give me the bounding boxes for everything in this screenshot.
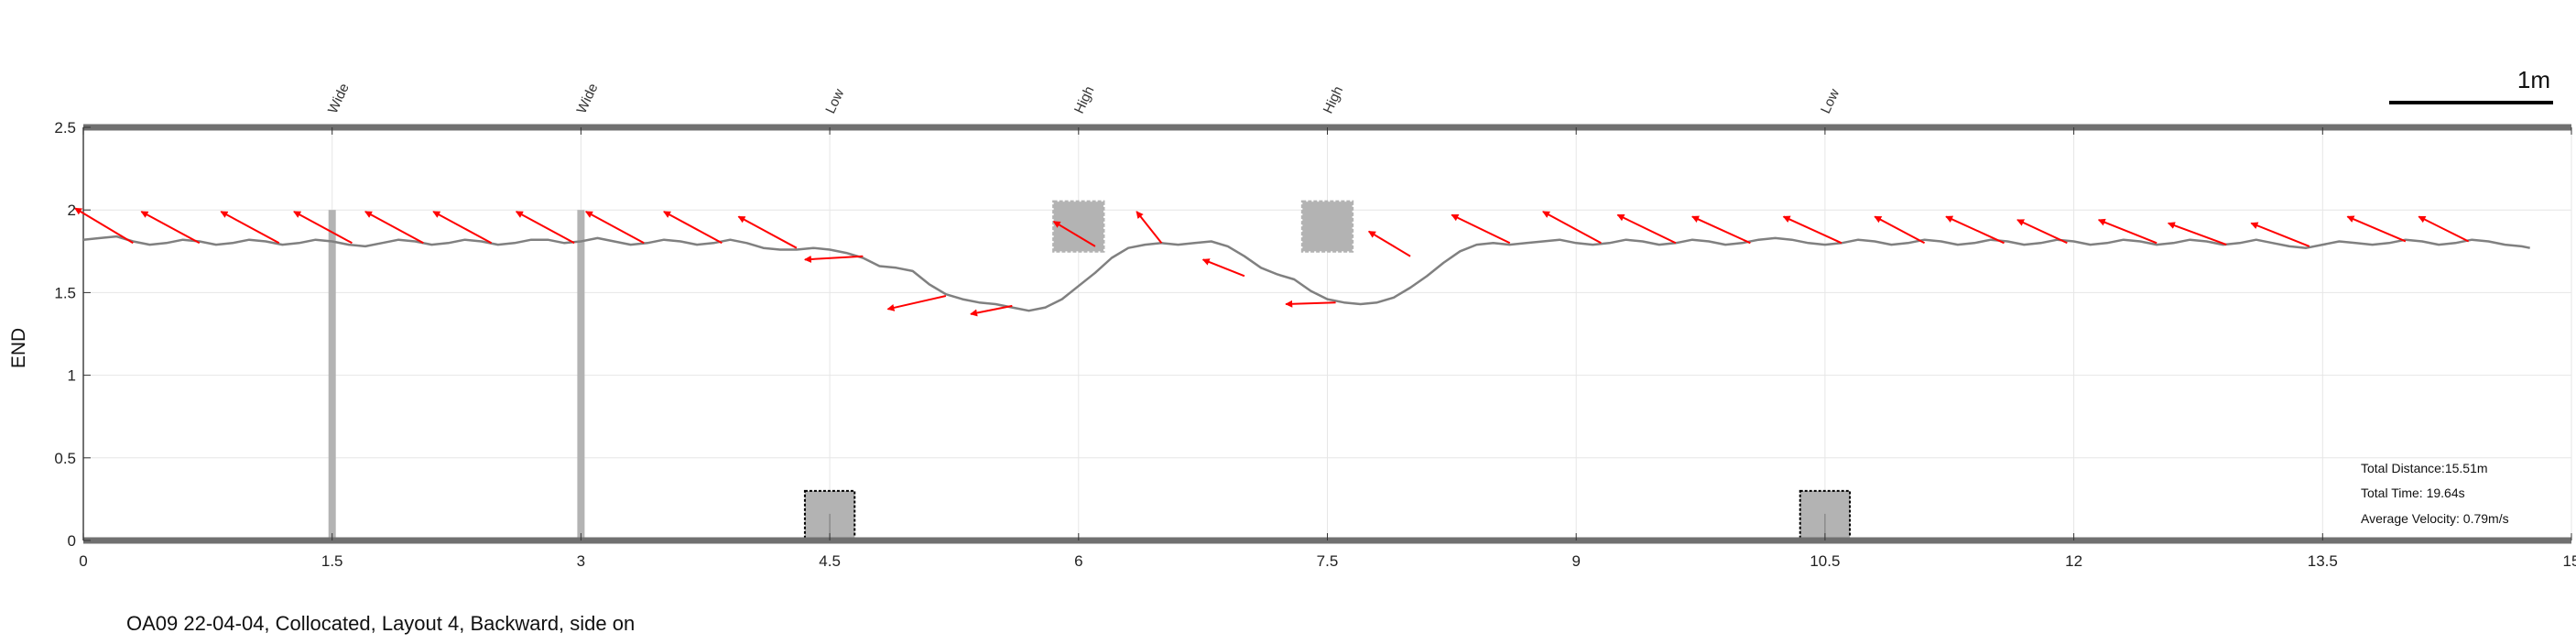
obstacle-label-1: Wide xyxy=(574,82,602,116)
direction-arrow-5 xyxy=(432,211,493,245)
direction-arrow-1 xyxy=(140,211,201,245)
direction-arrows xyxy=(74,207,2470,317)
scale-bar: 1m xyxy=(2389,66,2553,104)
direction-arrow-23 xyxy=(1874,215,1926,245)
trajectory-line xyxy=(82,235,2530,312)
obstacle-label-2: Low xyxy=(822,86,847,115)
total-distance: Total Distance:15.51m xyxy=(2361,461,2488,475)
direction-arrow-24 xyxy=(1945,215,2005,245)
obstacles xyxy=(328,200,1852,542)
scale-bar-label: 1m xyxy=(2517,66,2550,93)
direction-arrow-17 xyxy=(1367,230,1411,257)
direction-arrow-13 xyxy=(1052,220,1096,247)
x-tick-label-2: 3 xyxy=(577,552,585,570)
x-tick-label-3: 4.5 xyxy=(819,552,841,570)
direction-arrow-28 xyxy=(2250,222,2310,247)
average-velocity: Average Velocity: 0.79m/s xyxy=(2361,511,2509,526)
obstacle-high-4 xyxy=(1300,200,1354,253)
stats-box: Total Distance:15.51m Total Time: 19.64s… xyxy=(2361,461,2509,526)
axis-ticks: 0 1.5 3 4.5 6 7.5 9 10.5 12 13.5 15 0 0.5 1 1.5 2 2.5 xyxy=(54,119,2576,570)
direction-arrow-27 xyxy=(2167,222,2227,246)
y-tick-label-3: 1.5 xyxy=(54,284,76,301)
direction-arrow-9 xyxy=(737,215,798,249)
obstacle-label-5: Low xyxy=(1818,86,1842,115)
obstacle-label-0: Wide xyxy=(325,82,353,116)
grid xyxy=(82,126,2572,541)
y-tick-label-2: 1 xyxy=(68,367,76,385)
obstacle-label-4: High xyxy=(1321,84,1346,116)
direction-arrow-21 xyxy=(1691,215,1751,245)
direction-arrow-3 xyxy=(293,211,353,245)
direction-arrow-6 xyxy=(515,211,575,245)
total-time: Total Time: 19.64s xyxy=(2361,486,2465,500)
direction-arrow-8 xyxy=(663,211,723,245)
direction-arrow-30 xyxy=(2418,215,2470,243)
direction-arrow-10 xyxy=(803,255,864,263)
direction-arrow-12 xyxy=(970,304,1013,317)
x-tick-label-1: 1.5 xyxy=(321,552,343,570)
direction-arrow-7 xyxy=(584,211,645,245)
x-tick-label-5: 7.5 xyxy=(1317,552,1339,570)
direction-arrow-20 xyxy=(1616,213,1677,245)
y-tick-label-4: 2 xyxy=(68,202,76,219)
y-tick-label-0: 0 xyxy=(68,532,76,550)
x-tick-label-0: 0 xyxy=(79,552,87,570)
figure-caption: OA09 22-04-04, Collocated, Layout 4, Bac… xyxy=(126,612,636,635)
direction-arrow-14 xyxy=(1136,211,1163,244)
y-tick-label-5: 2.5 xyxy=(54,119,76,136)
direction-arrow-4 xyxy=(364,211,424,245)
y-axis-label: END xyxy=(8,328,29,368)
x-tick-label-6: 9 xyxy=(1571,552,1580,570)
x-tick-label-10: 15 xyxy=(2563,552,2576,570)
direction-arrow-18 xyxy=(1451,213,1511,245)
direction-arrow-16 xyxy=(1285,300,1336,308)
direction-arrow-22 xyxy=(1782,215,1842,245)
direction-arrow-25 xyxy=(2016,219,2068,245)
direction-arrow-0 xyxy=(74,207,134,245)
x-tick-label-8: 12 xyxy=(2065,552,2082,570)
trajectory-series xyxy=(82,235,2530,312)
x-tick-label-9: 13.5 xyxy=(2308,552,2338,570)
obstacle-labels: Wide Wide Low High High Low xyxy=(325,82,1842,116)
obstacle-label-3: High xyxy=(1071,84,1097,116)
y-tick-label-1: 0.5 xyxy=(54,450,76,467)
obstacle-wide-1 xyxy=(577,210,585,540)
x-tick-label-7: 10.5 xyxy=(1810,552,1840,570)
obstacle-wide-0 xyxy=(328,210,336,540)
x-tick-label-4: 6 xyxy=(1074,552,1082,570)
direction-arrow-11 xyxy=(886,295,947,311)
direction-arrow-15 xyxy=(1201,258,1245,278)
direction-arrow-19 xyxy=(1542,211,1602,245)
direction-arrow-2 xyxy=(220,211,280,245)
direction-arrow-26 xyxy=(2097,218,2158,245)
direction-arrow-29 xyxy=(2346,215,2407,243)
